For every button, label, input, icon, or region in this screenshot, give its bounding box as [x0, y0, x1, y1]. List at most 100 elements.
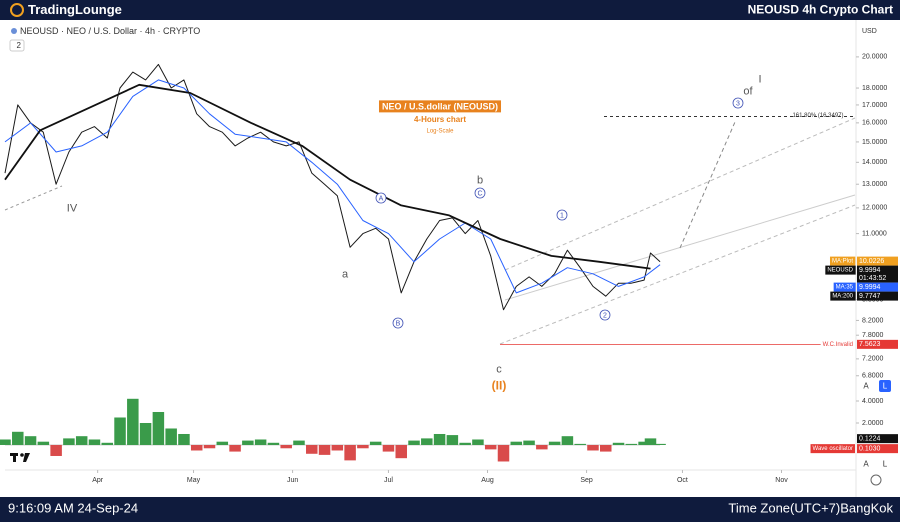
oscillator-bar	[331, 444, 344, 451]
tag-name: MA:Plot	[832, 259, 853, 265]
y-tick-label: 14.0000	[862, 159, 887, 166]
oscillator-bar	[484, 444, 497, 450]
y-tick-label: 8.2000	[862, 317, 884, 324]
tag-value: 9.7747	[859, 293, 881, 300]
channel-upper	[504, 117, 856, 271]
logo-icon	[10, 3, 24, 17]
footer-timezone: Time Zone(UTC+7)BangKok	[728, 500, 893, 515]
tag-value-box	[857, 256, 898, 266]
tag-value: 7.5623	[859, 341, 881, 348]
channel-lower	[499, 204, 856, 345]
oscillator-bar	[178, 433, 190, 445]
oscillator-bar	[536, 444, 548, 450]
header-title: NEOUSD 4h Crypto Chart	[748, 3, 893, 17]
scale-button-label[interactable]: L	[883, 382, 888, 391]
indicator-toggle[interactable]	[9, 39, 25, 52]
oscillator-bar	[587, 444, 599, 451]
oscillator-bar	[12, 431, 24, 445]
y-tick-label: 7.8000	[862, 332, 884, 339]
y-tick-label: 20.0000	[862, 54, 887, 61]
tag-name-box	[830, 291, 856, 301]
wave-label: a	[342, 268, 349, 280]
tag-value: 9.9994	[859, 267, 881, 274]
tag-name: MA:200	[832, 294, 853, 300]
series-line	[4, 63, 661, 311]
indicator-count: 2	[17, 41, 22, 50]
tag-value-box	[857, 265, 898, 283]
x-tick-label: May	[187, 477, 201, 484]
tag-countdown: 01:43:52	[859, 275, 886, 282]
wave-circle	[732, 97, 744, 109]
scale-button-label[interactable]: A	[863, 460, 869, 469]
x-tick-label: Sep	[580, 477, 593, 484]
wave-label: b	[477, 174, 483, 186]
wave-label: 3	[736, 100, 740, 107]
oscillator-bar	[203, 444, 216, 449]
oscillator-bar	[0, 439, 11, 445]
tag-value-box	[857, 339, 898, 349]
oscillator-bar	[510, 441, 523, 445]
scale-button[interactable]	[879, 380, 891, 392]
oscillator-bar	[548, 441, 561, 445]
wave-circle	[392, 317, 404, 329]
oscillator-bar	[280, 444, 292, 449]
chart-title: NEO / U.S.dollar (NEOUSD)	[382, 101, 498, 111]
oscillator-bar	[382, 444, 395, 452]
oscillator-bar	[357, 444, 369, 449]
y2-tick-label: 2.0000	[862, 420, 884, 427]
tag-value-box	[857, 282, 898, 292]
wave-label: c	[496, 363, 502, 375]
osc-tag-box	[857, 434, 898, 444]
tag-name-box	[833, 282, 856, 292]
x-tick-label: Jun	[287, 477, 298, 484]
y-tick-label: 16.0000	[862, 120, 887, 127]
footer-time: 9:16:09 AM 24-Sep-24	[8, 500, 138, 515]
wave-label: C	[477, 190, 482, 197]
wave-label: A	[379, 195, 384, 202]
chart-subtitle: 4-Hours chart	[414, 115, 466, 124]
oscillator-bar	[421, 438, 433, 445]
scale-button-label[interactable]: L	[883, 460, 888, 469]
scale-button[interactable]	[879, 458, 891, 470]
oscillator-bar	[472, 439, 484, 445]
wave-circle	[556, 209, 568, 221]
oscillator-bar	[216, 441, 229, 445]
y-tick-label: 11.0000	[862, 230, 887, 237]
title-box	[378, 100, 502, 113]
x-tick-label: Nov	[775, 477, 788, 484]
tag-name-box	[829, 256, 856, 266]
tag-name-box	[825, 265, 856, 275]
header-bar	[0, 0, 900, 20]
footer-bar	[0, 497, 900, 522]
oscillator-bar	[229, 444, 241, 452]
oscillator-bar	[344, 444, 356, 461]
oscillator-bar	[644, 438, 657, 445]
oscillator-bar	[638, 441, 650, 445]
oscillator-bar	[114, 417, 126, 445]
oscillator-bar	[408, 440, 420, 445]
y2-tick-label: 4.0000	[862, 398, 884, 405]
scale-button[interactable]	[860, 380, 872, 392]
oscillator-bar	[395, 444, 407, 459]
tag-name-box	[820, 340, 855, 349]
scale-button-label[interactable]: A	[863, 382, 869, 391]
oscillator-bar	[654, 443, 666, 445]
oscillator-bar	[101, 442, 114, 445]
oscillator-bar	[267, 442, 280, 445]
symbol-info: NEOUSD · NEO / U.S. Dollar · 4h · CRYPTO	[20, 26, 200, 36]
oscillator-bar	[497, 444, 510, 462]
scale-button[interactable]	[860, 458, 872, 470]
wave-circle	[474, 187, 486, 199]
oscillator-bar	[600, 444, 612, 452]
tag-value: 10.0226	[859, 258, 884, 265]
oscillator-bar	[561, 436, 574, 445]
wave-label: I	[758, 73, 761, 85]
settings-icon[interactable]	[870, 474, 882, 486]
wave-circle	[375, 192, 387, 204]
oscillator-bar	[242, 440, 254, 445]
series-line	[4, 83, 651, 270]
y-tick-label: 13.0000	[862, 181, 887, 188]
fib-label: 161.80% (16.3497)	[792, 113, 843, 119]
oscillator-bar	[165, 428, 177, 445]
